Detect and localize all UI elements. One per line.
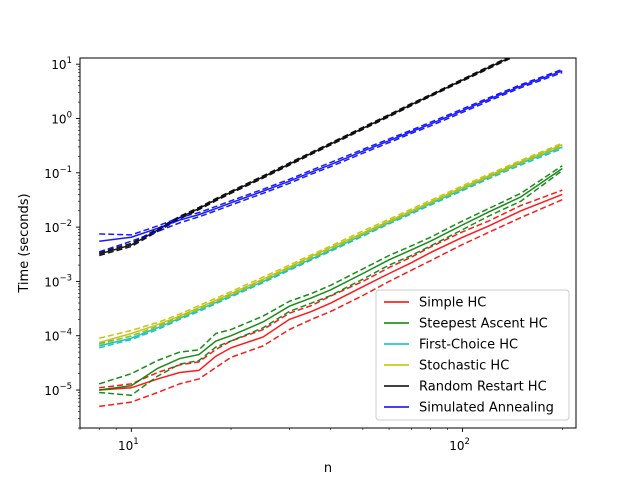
legend-entry-label: Simulated Annealing [419,401,554,416]
x-axis-label: n [324,461,332,476]
series-simulated-annealing-line [99,70,563,242]
series-simple-hc-upper [99,189,563,389]
legend-entry-label: Stochastic HC [419,359,509,374]
series-simulated-annealing-lower [98,71,563,253]
series-stochastic-hc-lower [99,145,563,346]
y-tick-label: 10−2 [44,219,72,235]
legend-box [375,289,570,421]
legend-entry-label: First-Choice HC [419,338,518,353]
y-tick-label: 100 [51,110,72,126]
legend-entry-label: Random Restart HC [419,380,547,395]
y-tick-label: 10−3 [44,273,72,289]
y-tick-label: 10−1 [44,165,72,181]
x-tick-label: 102 [449,437,470,453]
series-simple-hc-line [99,193,563,391]
series-random-restart-hc-upper [99,58,509,254]
y-axis-label: Time (seconds) [17,193,32,293]
series-simulated-annealing-upper [99,68,563,236]
series-simple-hc-lower [99,198,563,408]
series-steepest-ascent-hc-lower [99,169,563,397]
plot-frame [79,57,577,429]
series-random-restart-hc-lower [99,58,513,257]
legend-entry-label: Simple HC [419,296,486,311]
x-tick-label: 101 [118,437,139,453]
y-tick-label: 10−5 [44,382,72,398]
series-layer [98,58,563,408]
axis-layer: 10−5 10−4 10−3 10−2 10−1 100 101 101 102 [44,56,563,453]
series-stochastic-hc-upper [99,142,563,339]
y-tick-label: 101 [51,56,72,72]
legend: Simple HC Steepest Ascent HC First-Choice … [375,289,570,421]
series-steepest-ascent-hc-upper [98,165,563,385]
y-tick-label: 10−4 [44,328,72,344]
series-first-choice-hc-lower [99,147,563,349]
series-steepest-ascent-hc-line [99,167,563,391]
series-stochastic-hc-line [99,143,563,344]
legend-entry-label: Steepest Ascent HC [419,317,548,332]
series-random-restart-hc-line [99,58,511,255]
